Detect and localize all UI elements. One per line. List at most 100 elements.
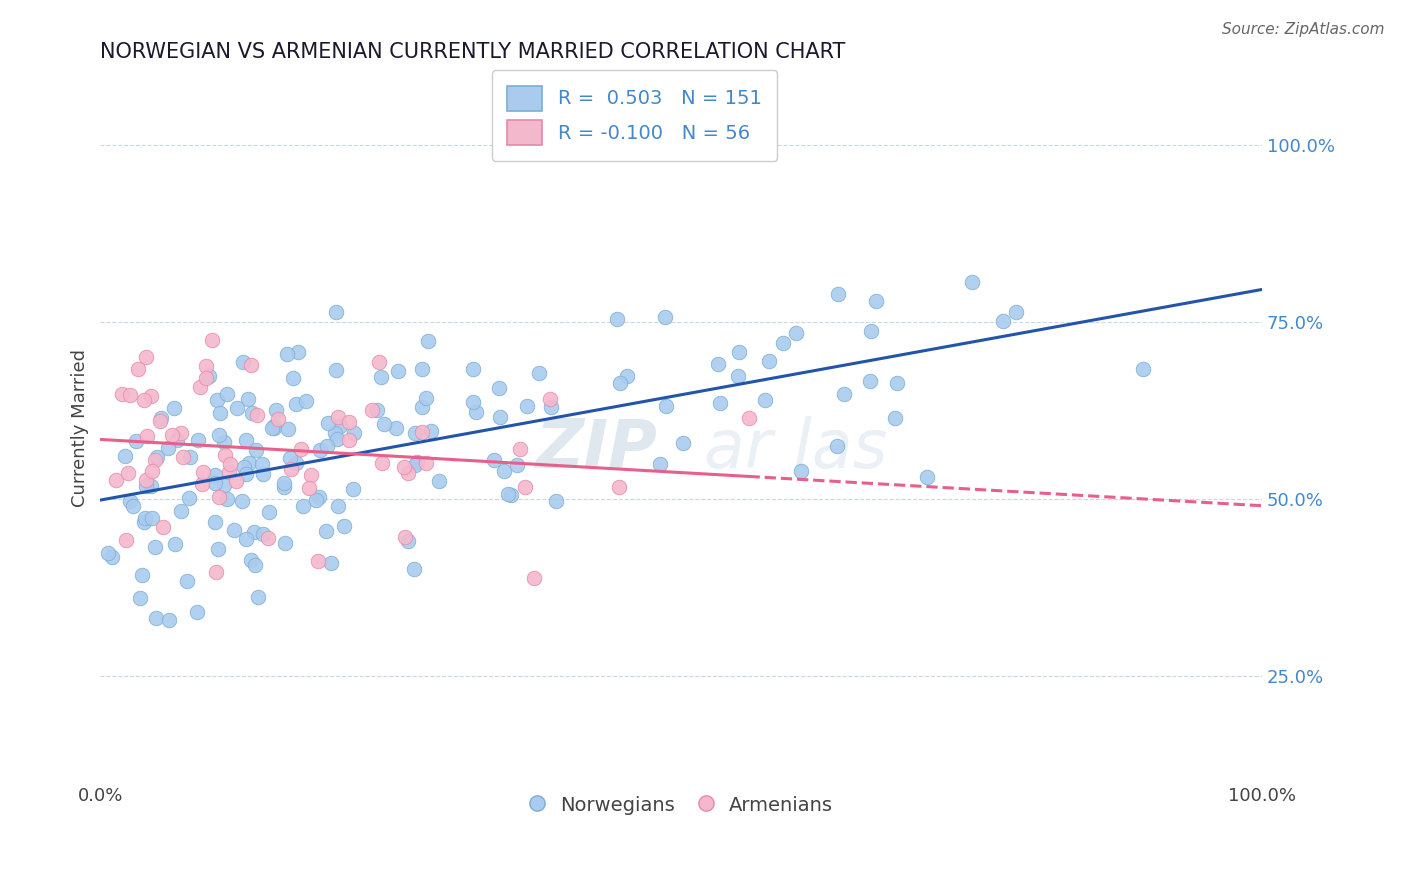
Point bbox=[139, 389, 162, 403]
Point bbox=[219, 457, 242, 471]
Point bbox=[226, 401, 249, 416]
Point bbox=[513, 480, 536, 494]
Y-axis label: Currently Married: Currently Married bbox=[72, 349, 89, 507]
Point bbox=[319, 556, 342, 570]
Point bbox=[709, 396, 731, 410]
Point bbox=[991, 314, 1014, 328]
Point bbox=[238, 456, 260, 470]
Point bbox=[267, 412, 290, 426]
Point bbox=[235, 434, 257, 448]
Point bbox=[411, 400, 433, 414]
Text: ar las: ar las bbox=[704, 417, 887, 483]
Point bbox=[208, 428, 231, 442]
Text: Source: ZipAtlas.com: Source: ZipAtlas.com bbox=[1222, 22, 1385, 37]
Point bbox=[884, 410, 907, 425]
Point bbox=[461, 362, 484, 376]
Point bbox=[277, 422, 299, 436]
Point bbox=[284, 456, 307, 470]
Point bbox=[273, 475, 295, 490]
Point bbox=[257, 532, 280, 546]
Point bbox=[315, 439, 337, 453]
Point bbox=[283, 371, 305, 385]
Point bbox=[141, 464, 163, 478]
Point bbox=[754, 393, 776, 408]
Point bbox=[104, 474, 127, 488]
Point bbox=[128, 591, 150, 606]
Point bbox=[134, 392, 156, 407]
Point bbox=[188, 380, 211, 394]
Point bbox=[191, 465, 214, 479]
Point bbox=[494, 464, 516, 478]
Point bbox=[827, 286, 849, 301]
Point bbox=[523, 571, 546, 585]
Point bbox=[135, 473, 157, 487]
Point bbox=[208, 490, 231, 504]
Point bbox=[285, 396, 308, 410]
Point bbox=[1132, 362, 1154, 376]
Point bbox=[298, 481, 321, 495]
Point bbox=[204, 468, 226, 483]
Point bbox=[240, 406, 263, 420]
Point bbox=[191, 476, 214, 491]
Point bbox=[263, 421, 285, 435]
Point bbox=[295, 393, 318, 408]
Point bbox=[496, 487, 519, 501]
Point bbox=[411, 425, 433, 439]
Point bbox=[198, 368, 221, 383]
Point bbox=[307, 554, 329, 568]
Point bbox=[141, 479, 163, 493]
Point bbox=[654, 310, 676, 325]
Point bbox=[117, 466, 139, 480]
Point bbox=[246, 409, 269, 423]
Point bbox=[280, 462, 302, 476]
Point bbox=[239, 358, 262, 372]
Point bbox=[727, 369, 749, 384]
Point bbox=[243, 524, 266, 539]
Point bbox=[825, 439, 848, 453]
Point bbox=[135, 479, 157, 493]
Point bbox=[785, 326, 807, 340]
Text: ZIP: ZIP bbox=[536, 417, 658, 483]
Point bbox=[415, 391, 437, 405]
Point bbox=[207, 541, 229, 556]
Point bbox=[217, 386, 239, 401]
Point bbox=[118, 493, 141, 508]
Point bbox=[232, 354, 254, 368]
Point bbox=[962, 275, 984, 289]
Point bbox=[394, 530, 416, 544]
Point bbox=[187, 433, 209, 447]
Point bbox=[149, 411, 172, 425]
Point bbox=[859, 374, 882, 388]
Point bbox=[315, 524, 337, 538]
Point bbox=[186, 606, 208, 620]
Point bbox=[758, 354, 780, 368]
Point bbox=[650, 457, 672, 471]
Point bbox=[177, 491, 200, 506]
Point bbox=[415, 456, 437, 470]
Point bbox=[540, 400, 562, 414]
Point bbox=[118, 388, 141, 402]
Point bbox=[728, 344, 751, 359]
Point bbox=[396, 466, 419, 480]
Point bbox=[239, 553, 262, 567]
Point bbox=[170, 504, 193, 518]
Point bbox=[361, 403, 384, 417]
Point bbox=[859, 324, 882, 338]
Point bbox=[509, 442, 531, 456]
Point bbox=[373, 417, 395, 431]
Point bbox=[135, 350, 157, 364]
Point bbox=[250, 457, 273, 471]
Point bbox=[111, 386, 134, 401]
Point bbox=[392, 459, 415, 474]
Point bbox=[205, 392, 228, 407]
Point bbox=[252, 526, 274, 541]
Point bbox=[482, 453, 505, 467]
Point bbox=[616, 368, 638, 383]
Point bbox=[205, 565, 228, 579]
Point bbox=[464, 405, 486, 419]
Point bbox=[125, 434, 148, 449]
Point bbox=[100, 549, 122, 564]
Legend: Norwegians, Armenians: Norwegians, Armenians bbox=[519, 785, 844, 825]
Point bbox=[165, 537, 187, 551]
Point bbox=[337, 415, 360, 429]
